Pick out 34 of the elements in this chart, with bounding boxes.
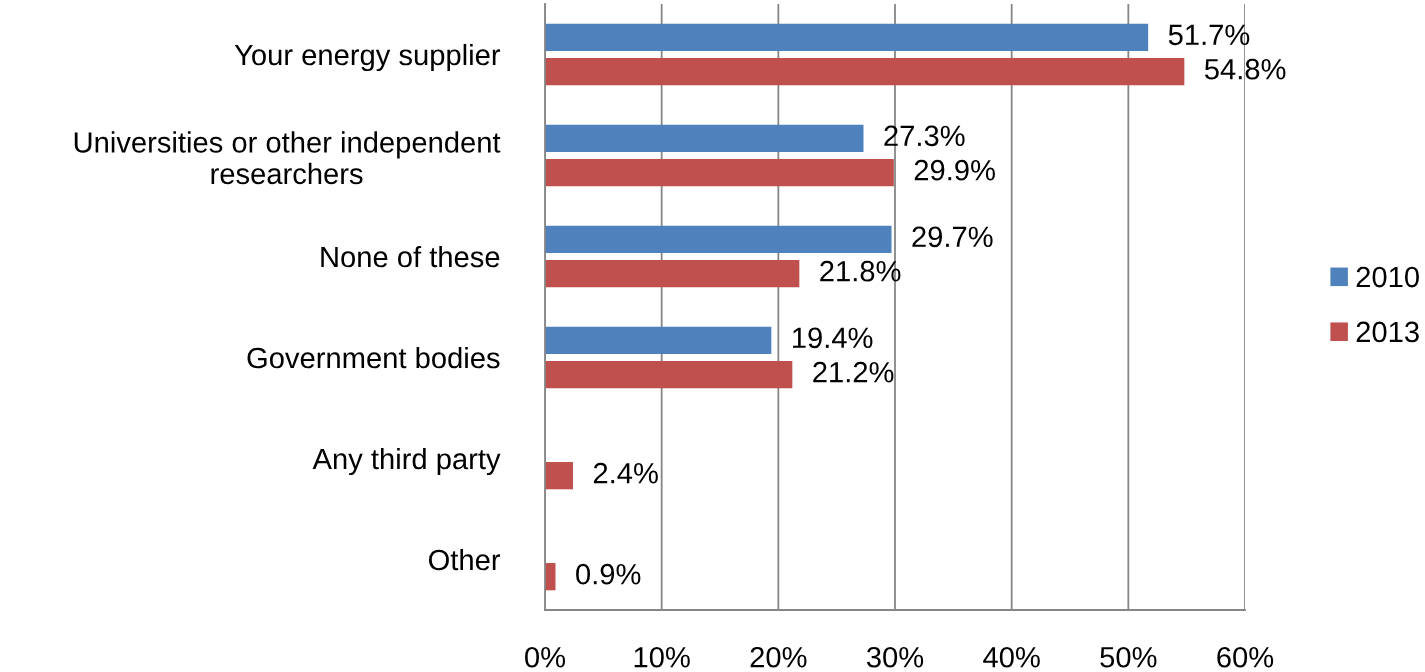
- data-label: 2.4%: [593, 462, 658, 484]
- x-tick-label: 30%: [866, 646, 924, 668]
- data-label: 0.9%: [576, 563, 641, 585]
- y-tick-label: None of these: [321, 245, 500, 268]
- x-tick-label: 10%: [634, 646, 690, 668]
- y-tick-label: Universities or other independent researchers: [74, 131, 501, 185]
- bar: [545, 124, 864, 152]
- data-label: 51.7%: [1168, 24, 1250, 46]
- y-tick-label: Your energy supplier: [234, 43, 501, 72]
- data-label: 21.2%: [813, 361, 894, 383]
- bar: [545, 225, 892, 253]
- legend-label: 2013: [1356, 321, 1419, 343]
- data-label: 27.3%: [884, 125, 965, 147]
- x-tick-label: 40%: [983, 646, 1040, 668]
- data-label: 21.8%: [820, 260, 901, 282]
- data-label: 29.7%: [912, 226, 993, 248]
- x-tick-label: 0%: [525, 646, 566, 668]
- bar: [545, 462, 573, 490]
- data-label: 19.4%: [793, 327, 873, 349]
- bar: [545, 23, 1149, 51]
- data-label: 29.9%: [914, 159, 995, 181]
- bar: [545, 260, 800, 288]
- x-tick-label: 50%: [1100, 646, 1157, 668]
- bar: [545, 58, 1185, 86]
- bar: [545, 361, 793, 389]
- x-tick-label: 20%: [750, 646, 807, 668]
- y-tick-label: Government bodies: [247, 346, 500, 369]
- bar: [545, 326, 772, 354]
- x-tick-label: 60%: [1217, 646, 1274, 668]
- legend-label: 2010: [1356, 266, 1419, 288]
- y-tick-label: Any third party: [312, 447, 501, 476]
- data-label: 54.8%: [1204, 58, 1286, 80]
- bar: [545, 159, 894, 187]
- y-tick-label: Other: [429, 548, 501, 571]
